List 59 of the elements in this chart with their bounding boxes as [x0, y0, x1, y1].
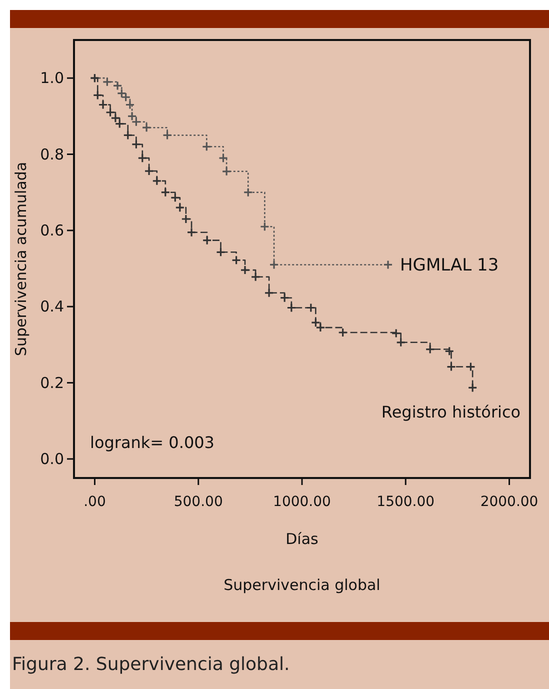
x-tick-label: 1000.00 — [273, 494, 331, 510]
x-tick-label: 2000.00 — [480, 494, 538, 510]
x-axis-title: Días — [286, 530, 319, 548]
point — [160, 188, 170, 198]
point — [280, 293, 290, 303]
point — [396, 338, 406, 348]
point — [222, 166, 232, 176]
y-tick-label: 0.2 — [40, 374, 64, 392]
point — [218, 153, 228, 163]
point — [202, 236, 212, 246]
point — [98, 100, 108, 110]
y-tick-label: 0.0 — [40, 450, 64, 468]
point — [260, 222, 270, 232]
point — [202, 142, 212, 152]
point — [138, 153, 148, 163]
point — [286, 302, 296, 313]
text: Supervivencia global — [224, 576, 380, 594]
point — [425, 344, 435, 354]
point — [144, 166, 154, 176]
point — [231, 255, 242, 265]
point — [181, 214, 191, 224]
point — [264, 288, 274, 298]
point — [170, 192, 180, 202]
point — [131, 140, 141, 150]
point — [162, 130, 172, 140]
point — [152, 176, 162, 186]
point — [123, 130, 133, 140]
point — [269, 260, 279, 270]
x-tick-label: .00 — [84, 494, 106, 510]
point — [125, 100, 135, 110]
y-tick-label: 0.6 — [40, 221, 64, 240]
point — [112, 80, 122, 91]
text: Figura 2. Supervivencia global. — [12, 654, 290, 675]
point — [444, 346, 454, 356]
point — [216, 247, 226, 257]
point — [466, 362, 476, 372]
point — [102, 77, 112, 87]
series-label: Registro histórico — [381, 402, 521, 422]
y-tick-label: 1.0 — [40, 69, 64, 88]
point — [446, 362, 456, 372]
x-tick-label: 500.00 — [174, 494, 223, 510]
annotation: logrank= 0.003 — [90, 433, 214, 452]
point — [240, 265, 250, 275]
x-tick-label: 1500.00 — [376, 494, 435, 510]
point — [175, 202, 185, 212]
point — [306, 302, 316, 313]
y-tick-label: 0.4 — [40, 298, 64, 316]
point — [468, 382, 478, 393]
point — [391, 328, 401, 338]
point — [338, 328, 348, 338]
point — [243, 188, 253, 198]
point — [250, 272, 260, 282]
point — [186, 228, 196, 238]
point — [142, 122, 152, 132]
point — [92, 90, 102, 100]
series-label: HGMLAL 13 — [400, 256, 499, 276]
y-axis-title: Supervivencia acumulada — [12, 162, 30, 356]
y-tick-label: 0.8 — [40, 145, 64, 164]
point — [383, 260, 393, 270]
